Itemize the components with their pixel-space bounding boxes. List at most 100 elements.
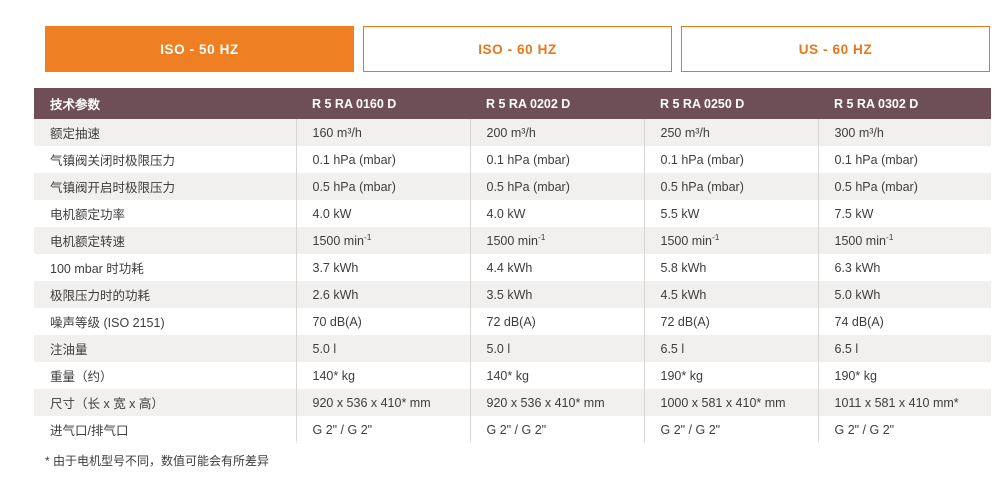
column-header-model-4: R 5 RA 0302 D — [818, 88, 991, 119]
tab-bar: ISO - 50 HZ ISO - 60 HZ US - 60 HZ — [45, 26, 990, 72]
row-label: 气镇阀开启时极限压力 — [34, 173, 297, 200]
row-value: 3.5 kWh — [470, 281, 645, 308]
row-value: 1000 x 581 x 410* mm — [644, 389, 819, 416]
row-value: 0.5 hPa (mbar) — [818, 173, 991, 200]
row-value: 0.1 hPa (mbar) — [818, 146, 991, 173]
specification-table: 技术参数 R 5 RA 0160 D R 5 RA 0202 D R 5 RA … — [34, 88, 991, 443]
column-header-parameter: 技术参数 — [34, 88, 296, 119]
row-value: G 2" / G 2" — [644, 416, 819, 443]
row-value: 920 x 536 x 410* mm — [470, 389, 645, 416]
row-value: 72 dB(A) — [470, 308, 645, 335]
row-value: 1500 min-1 — [818, 227, 991, 254]
row-value: 190* kg — [818, 362, 991, 389]
row-value: 5.0 kWh — [818, 281, 991, 308]
row-label: 电机额定功率 — [34, 200, 297, 227]
table-row: 电机额定功率 4.0 kW 4.0 kW 5.5 kW 7.5 kW — [34, 200, 991, 227]
row-label: 电机额定转速 — [34, 227, 297, 254]
table-row: 噪声等级 (ISO 2151) 70 dB(A) 72 dB(A) 72 dB(… — [34, 308, 991, 335]
tab-us-60hz[interactable]: US - 60 HZ — [681, 26, 990, 72]
row-value: 6.5 l — [644, 335, 819, 362]
row-value: G 2" / G 2" — [818, 416, 991, 443]
row-value: 140* kg — [470, 362, 645, 389]
row-value: 190* kg — [644, 362, 819, 389]
row-label: 噪声等级 (ISO 2151) — [34, 308, 297, 335]
row-value: G 2" / G 2" — [296, 416, 471, 443]
row-value: 3.7 kWh — [296, 254, 471, 281]
row-value: 6.3 kWh — [818, 254, 991, 281]
row-value: 0.1 hPa (mbar) — [644, 146, 819, 173]
row-value: 1011 x 581 x 410 mm* — [818, 389, 991, 416]
row-label: 100 mbar 时功耗 — [34, 254, 297, 281]
row-value: 4.0 kW — [470, 200, 645, 227]
table-body: 额定抽速 160 m³/h 200 m³/h 250 m³/h 300 m³/h… — [34, 119, 991, 443]
row-value: 2.6 kWh — [296, 281, 471, 308]
row-value: 0.5 hPa (mbar) — [644, 173, 819, 200]
row-value: 7.5 kW — [818, 200, 991, 227]
row-label: 额定抽速 — [34, 119, 297, 146]
table-row: 气镇阀关闭时极限压力 0.1 hPa (mbar) 0.1 hPa (mbar)… — [34, 146, 991, 173]
row-value: 6.5 l — [818, 335, 991, 362]
row-value-sup: -1 — [711, 231, 720, 242]
row-value-sup: -1 — [885, 231, 894, 242]
row-value: 0.1 hPa (mbar) — [470, 146, 645, 173]
tab-iso-60hz-label: ISO - 60 HZ — [478, 41, 557, 57]
row-value: 0.5 hPa (mbar) — [296, 173, 471, 200]
bottom-divider — [34, 441, 991, 442]
row-value: 72 dB(A) — [644, 308, 819, 335]
column-header-model-3: R 5 RA 0250 D — [644, 88, 818, 119]
row-label: 极限压力时的功耗 — [34, 281, 297, 308]
table-row: 极限压力时的功耗 2.6 kWh 3.5 kWh 4.5 kWh 5.0 kWh — [34, 281, 991, 308]
table-row: 气镇阀开启时极限压力 0.5 hPa (mbar) 0.5 hPa (mbar)… — [34, 173, 991, 200]
specification-table-wrapper: 技术参数 R 5 RA 0160 D R 5 RA 0202 D R 5 RA … — [34, 88, 991, 443]
row-value: 160 m³/h — [296, 119, 471, 146]
row-value: 5.8 kWh — [644, 254, 819, 281]
column-header-model-2: R 5 RA 0202 D — [470, 88, 644, 119]
row-value: 5.0 l — [296, 335, 471, 362]
row-value: 4.5 kWh — [644, 281, 819, 308]
row-value: 140* kg — [296, 362, 471, 389]
column-header-model-1: R 5 RA 0160 D — [296, 88, 470, 119]
row-value: 4.0 kW — [296, 200, 471, 227]
row-value: G 2" / G 2" — [470, 416, 645, 443]
row-value: 200 m³/h — [470, 119, 645, 146]
table-row: 进气口/排气口 G 2" / G 2" G 2" / G 2" G 2" / G… — [34, 416, 991, 443]
row-label: 尺寸（长 x 宽 x 高） — [34, 389, 297, 416]
row-value-sup: -1 — [363, 231, 372, 242]
table-row: 注油量 5.0 l 5.0 l 6.5 l 6.5 l — [34, 335, 991, 362]
table-header-row: 技术参数 R 5 RA 0160 D R 5 RA 0202 D R 5 RA … — [34, 88, 991, 119]
row-value: 4.4 kWh — [470, 254, 645, 281]
row-value-sup: -1 — [537, 231, 546, 242]
tab-iso-50hz[interactable]: ISO - 50 HZ — [45, 26, 354, 72]
row-value: 70 dB(A) — [296, 308, 471, 335]
table-row: 尺寸（长 x 宽 x 高） 920 x 536 x 410* mm 920 x … — [34, 389, 991, 416]
row-value: 74 dB(A) — [818, 308, 991, 335]
row-value: 250 m³/h — [644, 119, 819, 146]
row-value: 1500 min-1 — [296, 227, 471, 254]
row-label: 进气口/排气口 — [34, 416, 297, 443]
row-label: 气镇阀关闭时极限压力 — [34, 146, 297, 173]
tab-iso-60hz[interactable]: ISO - 60 HZ — [363, 26, 672, 72]
table-row: 重量（约） 140* kg 140* kg 190* kg 190* kg — [34, 362, 991, 389]
row-value-base: 1500 min — [660, 233, 712, 248]
tab-iso-50hz-label: ISO - 50 HZ — [160, 41, 239, 57]
row-value: 5.0 l — [470, 335, 645, 362]
table-row: 100 mbar 时功耗 3.7 kWh 4.4 kWh 5.8 kWh 6.3… — [34, 254, 991, 281]
row-value: 1500 min-1 — [470, 227, 645, 254]
row-value: 300 m³/h — [818, 119, 991, 146]
tab-us-60hz-label: US - 60 HZ — [798, 41, 873, 57]
row-value-base: 1500 min — [834, 233, 886, 248]
row-label: 重量（约） — [34, 362, 297, 389]
table-header: 技术参数 R 5 RA 0160 D R 5 RA 0202 D R 5 RA … — [34, 88, 991, 119]
row-value: 920 x 536 x 410* mm — [296, 389, 471, 416]
row-value: 0.5 hPa (mbar) — [470, 173, 645, 200]
row-value-base: 1500 min — [486, 233, 538, 248]
row-value: 0.1 hPa (mbar) — [296, 146, 471, 173]
table-row: 额定抽速 160 m³/h 200 m³/h 250 m³/h 300 m³/h — [34, 119, 991, 146]
row-value-base: 1500 min — [312, 233, 364, 248]
row-value: 5.5 kW — [644, 200, 819, 227]
row-value: 1500 min-1 — [644, 227, 819, 254]
footnote: * 由于电机型号不同，数值可能会有所差异 — [45, 454, 270, 468]
table-row: 电机额定转速 1500 min-1 1500 min-1 1500 min-1 … — [34, 227, 991, 254]
row-label: 注油量 — [34, 335, 297, 362]
